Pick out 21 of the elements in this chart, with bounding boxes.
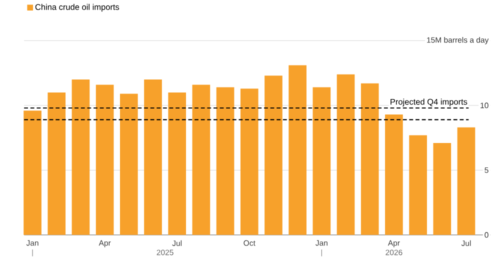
bar xyxy=(72,79,90,235)
bar xyxy=(385,114,403,235)
ref-line-label: Projected Q4 imports xyxy=(390,98,468,106)
legend-label: China crude oil imports xyxy=(35,4,120,12)
bar xyxy=(240,88,258,235)
bar xyxy=(24,110,42,235)
bar xyxy=(433,142,452,235)
bar xyxy=(120,94,138,235)
bar xyxy=(144,79,162,235)
bar xyxy=(409,135,427,235)
bar xyxy=(457,127,476,235)
bar xyxy=(336,74,355,235)
bar xyxy=(360,83,379,235)
bar xyxy=(96,84,114,235)
bar xyxy=(288,65,306,235)
bar xyxy=(216,87,234,235)
bar xyxy=(48,92,66,235)
bar xyxy=(312,87,331,235)
bar xyxy=(192,84,210,235)
bar xyxy=(168,92,186,235)
bar xyxy=(264,76,282,235)
